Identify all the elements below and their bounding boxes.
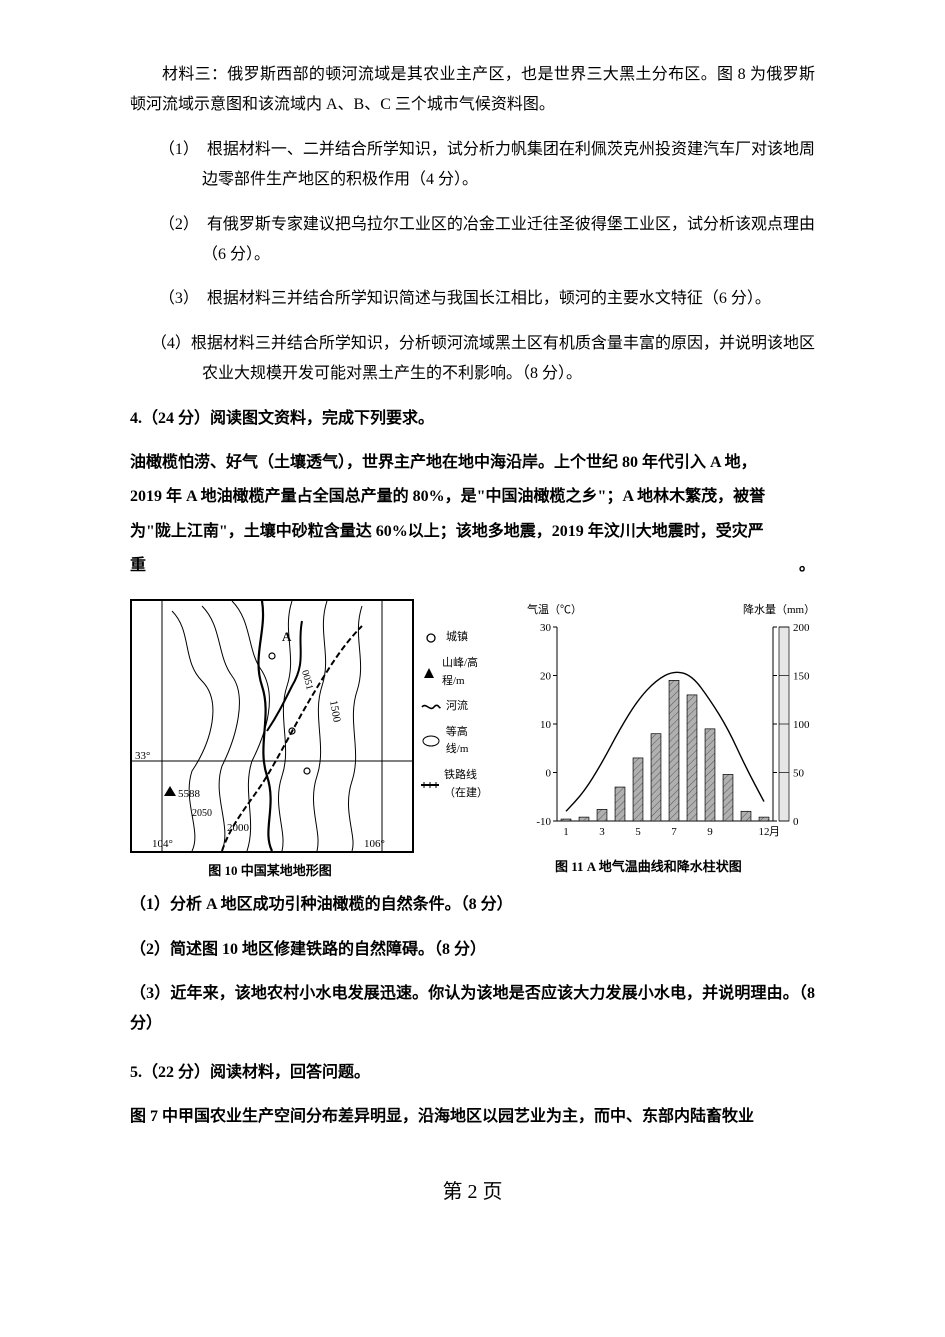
sub-q4: （4）根据材料三并结合所学知识，分析顿河流域黑土区有机质含量丰富的原因，并说明该… xyxy=(130,329,815,390)
q5-heading: 5.（22 分）阅读材料，回答问题。 xyxy=(130,1058,815,1088)
svg-text:200: 200 xyxy=(793,622,810,634)
svg-text:月: 月 xyxy=(769,826,780,838)
svg-text:-10: -10 xyxy=(536,816,551,828)
sub-q3: （3） 根据材料三并结合所学知识简述与我国长江相比，顿河的主要水文特征（6 分）… xyxy=(130,284,815,314)
lon-104: 104° xyxy=(152,838,173,850)
q4-heading: 4.（24 分）阅读图文资料，完成下列要求。 xyxy=(130,404,815,434)
q4-passage-l4-end: 。 xyxy=(799,551,815,581)
svg-text:1: 1 xyxy=(563,826,569,838)
map-svg: 33° 104° 106° 5588 A 1500 2000 2050 0051 xyxy=(132,601,412,851)
svg-text:气温（℃）: 气温（℃） xyxy=(527,602,582,616)
label-A: A xyxy=(282,629,292,644)
svg-text:30: 30 xyxy=(540,622,552,634)
svg-text:0: 0 xyxy=(793,816,799,828)
svg-text:降水量（mm）: 降水量（mm） xyxy=(743,602,815,616)
figure-10: 33° 104° 106° 5588 A 1500 2000 2050 0051… xyxy=(130,599,490,884)
legend-town-label: 城镇 xyxy=(446,629,468,647)
figure-10-legend: 城镇 山峰/高程/m 河流 等高线/m xyxy=(420,629,490,810)
figure-10-caption: 图 10 中国某地地形图 xyxy=(130,859,410,884)
svg-text:12: 12 xyxy=(759,826,770,838)
svg-text:150: 150 xyxy=(793,671,810,683)
question-5-block: 5.（22 分）阅读材料，回答问题。 图 7 中甲国农业生产空间分布差异明显，沿… xyxy=(130,1058,815,1133)
sub-q2: （2） 有俄罗斯专家建议把乌拉尔工业区的冶金工业迁往圣彼得堡工业区，试分析该观点… xyxy=(130,210,815,271)
figure-11-caption: 图 11 A 地气温曲线和降水柱状图 xyxy=(515,855,815,880)
svg-text:0: 0 xyxy=(546,768,552,780)
svg-text:9: 9 xyxy=(707,826,713,838)
climate-svg: 气温（℃） 降水量（mm） -10 0 10 20 30 0 50 100 150 200 1 3 5 7 9 1… xyxy=(515,599,815,849)
contour-2050: 2050 xyxy=(192,808,212,819)
q4-passage-l2: 2019 年 A 地油橄榄产量占全国总产量的 80%，是"中国油橄榄之乡"；A … xyxy=(130,482,815,512)
contour-2000: 2000 xyxy=(227,822,250,834)
legend-river: 河流 xyxy=(420,698,490,716)
svg-text:50: 50 xyxy=(793,768,805,780)
q4-passage-l1: 油橄榄怕涝、好气（土壤透气），世界主产地在地中海沿岸。上个世纪 80 年代引入 … xyxy=(130,448,815,478)
peak-elev: 5588 xyxy=(178,788,201,800)
legend-peak-label: 山峰/高程/m xyxy=(442,655,490,690)
svg-text:7: 7 xyxy=(671,826,677,838)
svg-text:100: 100 xyxy=(793,719,810,731)
peak-icon xyxy=(420,666,438,680)
contour-icon xyxy=(420,734,442,748)
svg-text:3: 3 xyxy=(599,826,605,838)
q4-sub1: （1）分析 A 地区成功引种油橄榄的自然条件。（8 分） xyxy=(130,890,815,920)
river-icon xyxy=(420,700,442,714)
q4-passage-l4: 重 。 xyxy=(130,551,815,581)
rail-icon xyxy=(420,778,440,792)
legend-river-label: 河流 xyxy=(446,698,468,716)
town-icon xyxy=(420,631,442,645)
figure-11-chart: 气温（℃） 降水量（mm） -10 0 10 20 30 0 50 100 150 200 1 3 5 7 9 1… xyxy=(515,599,815,849)
svg-text:10: 10 xyxy=(540,719,552,731)
elev-0051: 0051 xyxy=(299,669,315,691)
legend-contour: 等高线/m xyxy=(420,724,490,759)
svg-text:20: 20 xyxy=(540,671,552,683)
figure-11: 气温（℃） 降水量（mm） -10 0 10 20 30 0 50 100 150 200 1 3 5 7 9 1… xyxy=(515,599,815,880)
contour-1500: 1500 xyxy=(327,700,343,724)
question-4-block: 4.（24 分）阅读图文资料，完成下列要求。 油橄榄怕涝、好气（土壤透气），世界… xyxy=(130,404,815,582)
legend-rail-label: 铁路线（在建） xyxy=(444,767,490,802)
legend-town: 城镇 xyxy=(420,629,490,647)
lat-33: 33° xyxy=(135,750,150,762)
q4-passage-l3: 为"陇上江南"，土壤中砂粒含量达 60%以上；该地多地震，2019 年汶川大地震… xyxy=(130,517,815,547)
sub-q1: （1） 根据材料一、二并结合所学知识，试分析力帆集团在利佩茨克州投资建汽车厂对该… xyxy=(130,135,815,196)
q4-subquestions: （1）分析 A 地区成功引种油橄榄的自然条件。（8 分） （2）简述图 10 地… xyxy=(130,890,815,1040)
legend-peak: 山峰/高程/m xyxy=(420,655,490,690)
q4-passage-l4-start: 重 xyxy=(130,551,146,581)
q5-passage-l1: 图 7 中甲国农业生产空间分布差异明显，沿海地区以园艺业为主，而中、东部内陆畜牧… xyxy=(130,1102,815,1132)
figures-row: 33° 104° 106° 5588 A 1500 2000 2050 0051… xyxy=(130,599,815,884)
q4-sub2: （2）简述图 10 地区修建铁路的自然障碍。（8 分） xyxy=(130,935,815,965)
material-3-text: 材料三：俄罗斯西部的顿河流域是其农业主产区，也是世界三大黑土分布区。图 8 为俄… xyxy=(130,60,815,121)
q4-sub3: （3）近年来，该地农村小水电发展迅速。你认为该地是否应该大力发展小水电，并说明理… xyxy=(130,979,815,1040)
legend-rail: 铁路线（在建） xyxy=(420,767,490,802)
legend-contour-label: 等高线/m xyxy=(446,724,490,759)
figure-10-map: 33° 104° 106° 5588 A 1500 2000 2050 0051 xyxy=(130,599,414,853)
lon-106: 106° xyxy=(364,838,385,850)
page-footer: 第 2 页 xyxy=(130,1173,815,1211)
svg-text:5: 5 xyxy=(635,826,641,838)
